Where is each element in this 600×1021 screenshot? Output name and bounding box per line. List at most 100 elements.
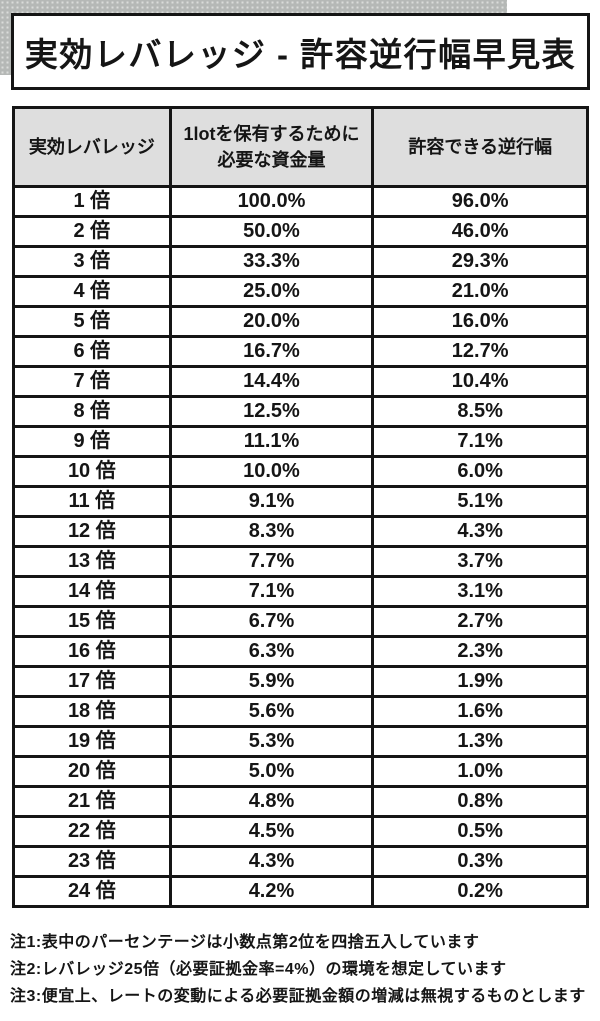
allowable-width-cell: 0.8% <box>371 785 589 818</box>
table-row: 19 倍 5.3% 1.3% <box>12 725 589 758</box>
table-row: 13 倍 7.7% 3.7% <box>12 545 589 578</box>
allowable-width-cell: 1.6% <box>371 695 589 728</box>
footnotes: 注1:表中のパーセンテージは小数点第2位を四捨五入しています 注2:レバレッジ2… <box>10 929 586 1010</box>
allowable-width-cell: 3.1% <box>371 575 589 608</box>
table-row: 8 倍 12.5% 8.5% <box>12 395 589 428</box>
allowable-width-cell: 8.5% <box>371 395 589 428</box>
table-row: 16 倍 6.3% 2.3% <box>12 635 589 668</box>
leverage-cell: 8 倍 <box>12 395 172 428</box>
required-funds-cell: 8.3% <box>168 515 375 548</box>
leverage-cell: 20 倍 <box>12 755 172 788</box>
required-funds-cell: 5.0% <box>168 755 375 788</box>
table-row: 24 倍 4.2% 0.2% <box>12 875 589 908</box>
leverage-cell: 3 倍 <box>12 245 172 278</box>
table-row: 20 倍 5.0% 1.0% <box>12 755 589 788</box>
leverage-cell: 10 倍 <box>12 455 172 488</box>
table-row: 7 倍 14.4% 10.4% <box>12 365 589 398</box>
leverage-cell: 18 倍 <box>12 695 172 728</box>
leverage-cell: 7 倍 <box>12 365 172 398</box>
footnote-3: 注3:便宜上、レートの変動による必要証拠金額の増減は無視するものとします <box>10 988 586 1005</box>
leverage-cell: 21 倍 <box>12 785 172 818</box>
allowable-width-cell: 10.4% <box>371 365 589 398</box>
allowable-width-cell: 96.0% <box>371 185 589 218</box>
required-funds-cell: 4.8% <box>168 785 375 818</box>
col-header-required-funds-line1: 1lotを保有するために <box>183 123 360 144</box>
footnote-1: 注1:表中のパーセンテージは小数点第2位を四捨五入しています <box>10 934 480 951</box>
leverage-cell: 13 倍 <box>12 545 172 578</box>
table-row: 21 倍 4.8% 0.8% <box>12 785 589 818</box>
required-funds-cell: 4.5% <box>168 815 375 848</box>
leverage-cell: 22 倍 <box>12 815 172 848</box>
allowable-width-cell: 16.0% <box>371 305 589 338</box>
allowable-width-cell: 4.3% <box>371 515 589 548</box>
required-funds-cell: 20.0% <box>168 305 375 338</box>
page-title-box: 実効レバレッジ - 許容逆行幅早見表 <box>11 13 590 90</box>
col-header-required-funds-line2: 必要な資金量 <box>217 150 326 170</box>
allowable-width-cell: 1.3% <box>371 725 589 758</box>
required-funds-cell: 33.3% <box>168 245 375 278</box>
required-funds-cell: 100.0% <box>168 185 375 218</box>
required-funds-cell: 5.9% <box>168 665 375 698</box>
table-row: 9 倍 11.1% 7.1% <box>12 425 589 458</box>
leverage-cell: 4 倍 <box>12 275 172 308</box>
required-funds-cell: 50.0% <box>168 215 375 248</box>
required-funds-cell: 14.4% <box>168 365 375 398</box>
table-row: 10 倍 10.0% 6.0% <box>12 455 589 488</box>
required-funds-cell: 6.7% <box>168 605 375 638</box>
allowable-width-cell: 1.9% <box>371 665 589 698</box>
page-title: 実効レバレッジ - 許容逆行幅早見表 <box>24 35 577 73</box>
required-funds-cell: 5.6% <box>168 695 375 728</box>
table-row: 2 倍 50.0% 46.0% <box>12 215 589 248</box>
required-funds-cell: 7.1% <box>168 575 375 608</box>
required-funds-cell: 4.3% <box>168 845 375 878</box>
leverage-cell: 17 倍 <box>12 665 172 698</box>
table-row: 6 倍 16.7% 12.7% <box>12 335 589 368</box>
allowable-width-cell: 6.0% <box>371 455 589 488</box>
required-funds-cell: 25.0% <box>168 275 375 308</box>
allowable-width-cell: 1.0% <box>371 755 589 788</box>
table-row: 1 倍 100.0% 96.0% <box>12 185 589 218</box>
leverage-cell: 9 倍 <box>12 425 172 458</box>
col-header-effective-leverage: 実効レバレッジ <box>12 106 172 188</box>
leverage-cell: 24 倍 <box>12 875 172 908</box>
allowable-width-cell: 7.1% <box>371 425 589 458</box>
required-funds-cell: 12.5% <box>168 395 375 428</box>
leverage-cell: 12 倍 <box>12 515 172 548</box>
allowable-width-cell: 21.0% <box>371 275 589 308</box>
required-funds-cell: 4.2% <box>168 875 375 908</box>
table-row: 11 倍 9.1% 5.1% <box>12 485 589 518</box>
required-funds-cell: 9.1% <box>168 485 375 518</box>
footnote-2: 注2:レバレッジ25倍（必要証拠金率=4%）の環境を想定しています <box>10 961 507 978</box>
table-row: 17 倍 5.9% 1.9% <box>12 665 589 698</box>
leverage-cell: 15 倍 <box>12 605 172 638</box>
allowable-width-cell: 2.3% <box>371 635 589 668</box>
table-body: 1 倍 100.0% 96.0% 2 倍 50.0% 46.0% 3 倍 33.3% 29.3%… <box>12 185 589 908</box>
allowable-width-cell: 3.7% <box>371 545 589 578</box>
col-header-required-funds: 1lotを保有するために 必要な資金量 <box>168 106 375 188</box>
table-row: 18 倍 5.6% 1.6% <box>12 695 589 728</box>
allowable-width-cell: 2.7% <box>371 605 589 638</box>
col-header-allowable-adverse-width: 許容できる逆行幅 <box>371 106 589 188</box>
leverage-cell: 5 倍 <box>12 305 172 338</box>
allowable-width-cell: 29.3% <box>371 245 589 278</box>
table-row: 22 倍 4.5% 0.5% <box>12 815 589 848</box>
table-row: 3 倍 33.3% 29.3% <box>12 245 589 278</box>
leverage-cell: 2 倍 <box>12 215 172 248</box>
required-funds-cell: 16.7% <box>168 335 375 368</box>
allowable-width-cell: 0.3% <box>371 845 589 878</box>
leverage-cell: 11 倍 <box>12 485 172 518</box>
leverage-cell: 14 倍 <box>12 575 172 608</box>
required-funds-cell: 10.0% <box>168 455 375 488</box>
required-funds-cell: 7.7% <box>168 545 375 578</box>
table-row: 23 倍 4.3% 0.3% <box>12 845 589 878</box>
required-funds-cell: 6.3% <box>168 635 375 668</box>
allowable-width-cell: 12.7% <box>371 335 589 368</box>
allowable-width-cell: 0.2% <box>371 875 589 908</box>
allowable-width-cell: 46.0% <box>371 215 589 248</box>
leverage-cell: 1 倍 <box>12 185 172 218</box>
leverage-cell: 6 倍 <box>12 335 172 368</box>
table-row: 12 倍 8.3% 4.3% <box>12 515 589 548</box>
table-row: 15 倍 6.7% 2.7% <box>12 605 589 638</box>
table-header-row: 実効レバレッジ 1lotを保有するために 必要な資金量 許容できる逆行幅 <box>12 106 589 188</box>
